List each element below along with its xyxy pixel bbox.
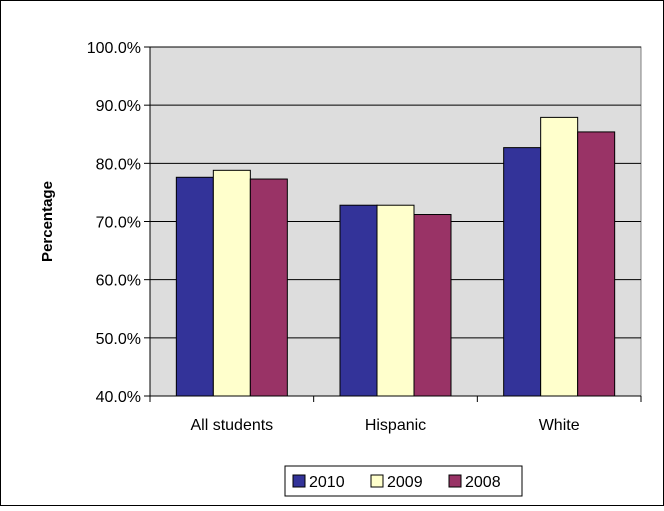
y-tick-label: 60.0% [96, 273, 141, 290]
bars [150, 116, 641, 397]
legend-label-2009: 2009 [387, 474, 423, 491]
legend-label-2008: 2008 [465, 474, 501, 491]
legend-swatch-2010 [292, 474, 306, 488]
legend-box [284, 465, 523, 497]
x-tick-label: White [539, 417, 580, 434]
bar-2008-white [577, 131, 616, 397]
y-tick-label: 50.0% [96, 331, 141, 348]
bar-2008-hispanic [413, 214, 452, 397]
legend: 2010 2009 2008 [284, 465, 523, 497]
y-tick-label: 100.0% [87, 40, 141, 57]
legend-swatch-2008 [448, 474, 462, 488]
y-tick-label: 80.0% [96, 156, 141, 173]
bar-2010-all-students [175, 176, 214, 397]
y-tick-label: 70.0% [96, 215, 141, 232]
bar-2008-all-students [249, 178, 288, 397]
legend-swatch-2009 [370, 474, 384, 488]
y-axis-title: Percentage [39, 181, 56, 262]
x-tick-label: Hispanic [365, 417, 426, 434]
bar-2010-white [503, 147, 542, 397]
bar-2010-hispanic [339, 204, 378, 397]
x-axis-labels: All students Hispanic White [149, 396, 642, 434]
bar-2009-hispanic [376, 204, 415, 397]
legend-label-2010: 2010 [309, 474, 345, 491]
bar-2009-white [540, 116, 579, 397]
bar-2009-all-students [212, 169, 251, 397]
y-tick-label: 40.0% [96, 389, 141, 406]
y-axis-ticks: 40.0% 50.0% 60.0% 70.0% 80.0% 90.0% 100.0% [87, 40, 151, 406]
x-tick-label: All students [190, 417, 273, 434]
y-tick-label: 90.0% [96, 98, 141, 115]
